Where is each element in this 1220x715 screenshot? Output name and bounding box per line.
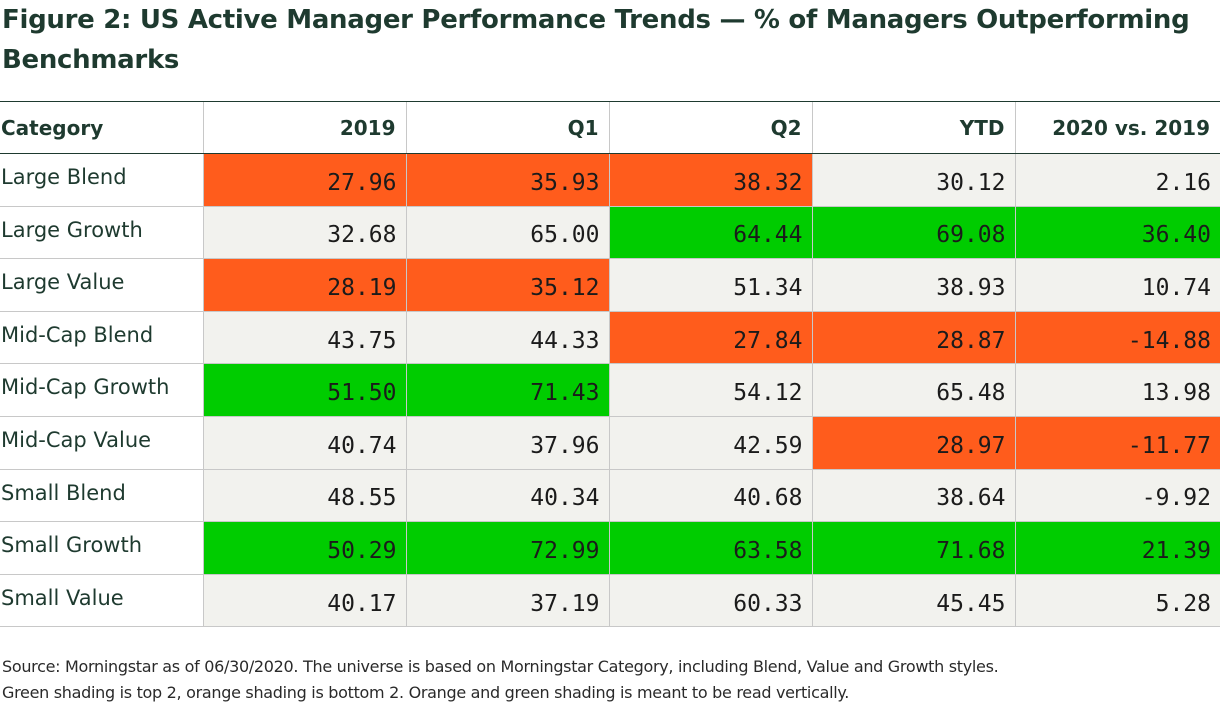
table-row: Mid-Cap Value 40.74 37.96 42.59 28.97 -11.77: [0, 416, 1220, 470]
table-row: Small Blend 48.55 40.34 40.68 38.64 -9.92: [0, 469, 1220, 523]
table-row: Large Growth 32.68 65.00 64.44 69.08 36.40: [0, 206, 1220, 260]
value-cell: 48.55: [202, 469, 406, 523]
value-cell: 44.33: [405, 311, 609, 365]
value-cell: 30.12: [811, 153, 1015, 207]
figure-title: Figure 2: US Active Manager Performance …: [2, 5, 1190, 75]
source-line-2: Green shading is top 2, orange shading i…: [2, 683, 850, 702]
value-cell: 27.96: [202, 153, 406, 207]
value-cell: 38.32: [608, 153, 812, 207]
value-cell: 5.28: [1014, 574, 1220, 628]
value-cell: 65.00: [405, 206, 609, 260]
value-cell: 65.48: [811, 363, 1015, 417]
row-category-label: Mid-Cap Value: [0, 416, 203, 470]
value-cell: 40.68: [608, 469, 812, 523]
column-header-q2: Q2: [608, 101, 812, 154]
value-cell: 42.59: [608, 416, 812, 470]
value-cell: 51.50: [202, 363, 406, 417]
value-cell: 21.39: [1014, 521, 1220, 575]
value-cell: 43.75: [202, 311, 406, 365]
column-header-ytd: YTD: [811, 101, 1015, 154]
row-category-label: Mid-Cap Blend: [0, 311, 203, 365]
value-cell: 71.43: [405, 363, 609, 417]
table-row: Small Value 40.17 37.19 60.33 45.45 5.28: [0, 574, 1220, 628]
table-row: Large Blend 27.96 35.93 38.32 30.12 2.16: [0, 153, 1220, 207]
value-cell: 50.29: [202, 521, 406, 575]
row-category-label: Large Blend: [0, 153, 203, 207]
column-header-category: Category: [0, 101, 203, 154]
table-row: Large Value 28.19 35.12 51.34 38.93 10.74: [0, 258, 1220, 312]
value-cell: -11.77: [1014, 416, 1220, 470]
header-row: Category 2019 Q1 Q2 YTD 2020 vs. 2019: [0, 101, 1220, 154]
value-cell: 71.68: [811, 521, 1015, 575]
value-cell: 2.16: [1014, 153, 1220, 207]
row-category-label: Mid-Cap Growth: [0, 363, 203, 417]
row-category-label: Small Growth: [0, 521, 203, 575]
value-cell: 40.74: [202, 416, 406, 470]
value-cell: 32.68: [202, 206, 406, 260]
value-cell: -9.92: [1014, 469, 1220, 523]
value-cell: 37.96: [405, 416, 609, 470]
value-cell: 27.84: [608, 311, 812, 365]
value-cell: 54.12: [608, 363, 812, 417]
table-row: Mid-Cap Blend 43.75 44.33 27.84 28.87 -14.88: [0, 311, 1220, 365]
value-cell: 40.34: [405, 469, 609, 523]
value-cell: 35.93: [405, 153, 609, 207]
row-category-label: Large Growth: [0, 206, 203, 260]
value-cell: 37.19: [405, 574, 609, 628]
value-cell: -14.88: [1014, 311, 1220, 365]
value-cell: 13.98: [1014, 363, 1220, 417]
source-note: Source: Morningstar as of 06/30/2020. Th…: [2, 654, 1220, 706]
column-header-q1: Q1: [405, 101, 609, 154]
row-category-label: Small Blend: [0, 469, 203, 523]
value-cell: 69.08: [811, 206, 1015, 260]
value-cell: 72.99: [405, 521, 609, 575]
performance-table: Category 2019 Q1 Q2 YTD 2020 vs. 2019 La…: [0, 101, 1220, 628]
value-cell: 35.12: [405, 258, 609, 312]
table-body: Large Blend 27.96 35.93 38.32 30.12 2.16 Large…: [0, 153, 1220, 628]
value-cell: 51.34: [608, 258, 812, 312]
value-cell: 10.74: [1014, 258, 1220, 312]
value-cell: 63.58: [608, 521, 812, 575]
value-cell: 40.17: [202, 574, 406, 628]
table-row: Small Growth 50.29 72.99 63.58 71.68 21.39: [0, 521, 1220, 575]
source-line-1: Source: Morningstar as of 06/30/2020. Th…: [2, 657, 999, 676]
row-category-label: Large Value: [0, 258, 203, 312]
value-cell: 38.93: [811, 258, 1015, 312]
value-cell: 28.19: [202, 258, 406, 312]
value-cell: 28.97: [811, 416, 1015, 470]
table-row: Mid-Cap Growth 51.50 71.43 54.12 65.48 13.98: [0, 363, 1220, 417]
value-cell: 45.45: [811, 574, 1015, 628]
value-cell: 38.64: [811, 469, 1015, 523]
value-cell: 36.40: [1014, 206, 1220, 260]
value-cell: 60.33: [608, 574, 812, 628]
column-header-2020-vs-2019: 2020 vs. 2019: [1014, 101, 1220, 154]
row-category-label: Small Value: [0, 574, 203, 628]
value-cell: 64.44: [608, 206, 812, 260]
column-header-2019: 2019: [202, 101, 406, 154]
value-cell: 28.87: [811, 311, 1015, 365]
